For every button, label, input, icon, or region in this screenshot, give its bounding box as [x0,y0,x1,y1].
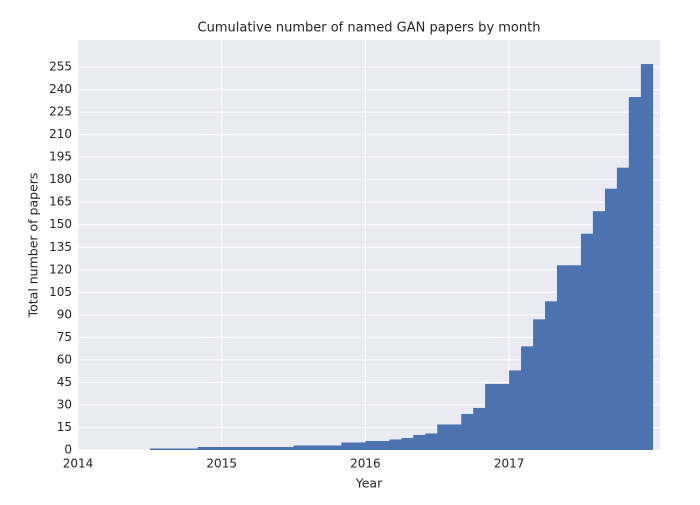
bar [161,448,175,450]
bar [580,233,594,450]
bar [377,440,390,450]
bar [473,407,486,450]
y-tick-label: 90 [57,307,72,321]
bar [233,446,247,450]
bar [149,448,163,450]
y-tick-label: 105 [49,285,72,299]
bar [293,445,306,450]
x-tick-label: 2016 [350,457,381,471]
bar [425,433,438,450]
y-tick-label: 45 [57,375,72,389]
bar [257,446,270,450]
y-tick-label: 195 [49,150,72,164]
y-tick-label: 255 [49,60,72,74]
bar [413,434,426,450]
x-axis-label: Year [355,476,383,491]
bar [245,446,258,450]
bar [317,445,330,450]
bar [197,446,211,450]
y-axis-label: Total number of papers [26,173,41,319]
bar [604,188,618,450]
y-tick-label: 210 [49,127,72,141]
bar [365,440,378,450]
bar [389,439,402,450]
bar [616,167,630,450]
y-tick-label: 135 [49,240,72,254]
bar [592,211,606,450]
bar [533,319,546,450]
x-tick-label: 2014 [63,457,94,471]
x-tick-label: 2015 [206,457,237,471]
y-tick-label: 60 [57,352,72,366]
y-tick-label: 165 [49,195,72,209]
bar [437,424,450,450]
bar [628,97,642,451]
bar [209,446,223,450]
bar [485,383,498,450]
bar [556,265,570,450]
bar [640,64,654,451]
bar [449,424,462,450]
bar [401,437,414,450]
y-tick-label: 0 [64,443,72,457]
chart-title: Cumulative number of named GAN papers by… [198,21,541,36]
y-tick-label: 150 [49,217,72,231]
y-tick-label: 75 [57,330,72,344]
y-tick-label: 15 [57,420,72,434]
bar [281,446,294,450]
bar [341,442,354,450]
bar [221,446,234,450]
bar [185,448,199,450]
bar [497,383,510,450]
bar [329,445,342,450]
bar [521,346,534,450]
bar [353,442,366,450]
y-tick-label: 180 [49,172,72,186]
bar [305,445,318,450]
bar [545,301,558,450]
bar [569,265,582,450]
y-tick-label: 240 [49,82,72,96]
y-tick-label: 120 [49,262,72,276]
bar [269,446,282,450]
bar [461,413,474,450]
y-tick-label: 30 [57,397,72,411]
y-tick-label: 225 [49,105,72,119]
bar [173,448,187,450]
bar [509,370,522,450]
x-tick-label: 2017 [494,457,525,471]
